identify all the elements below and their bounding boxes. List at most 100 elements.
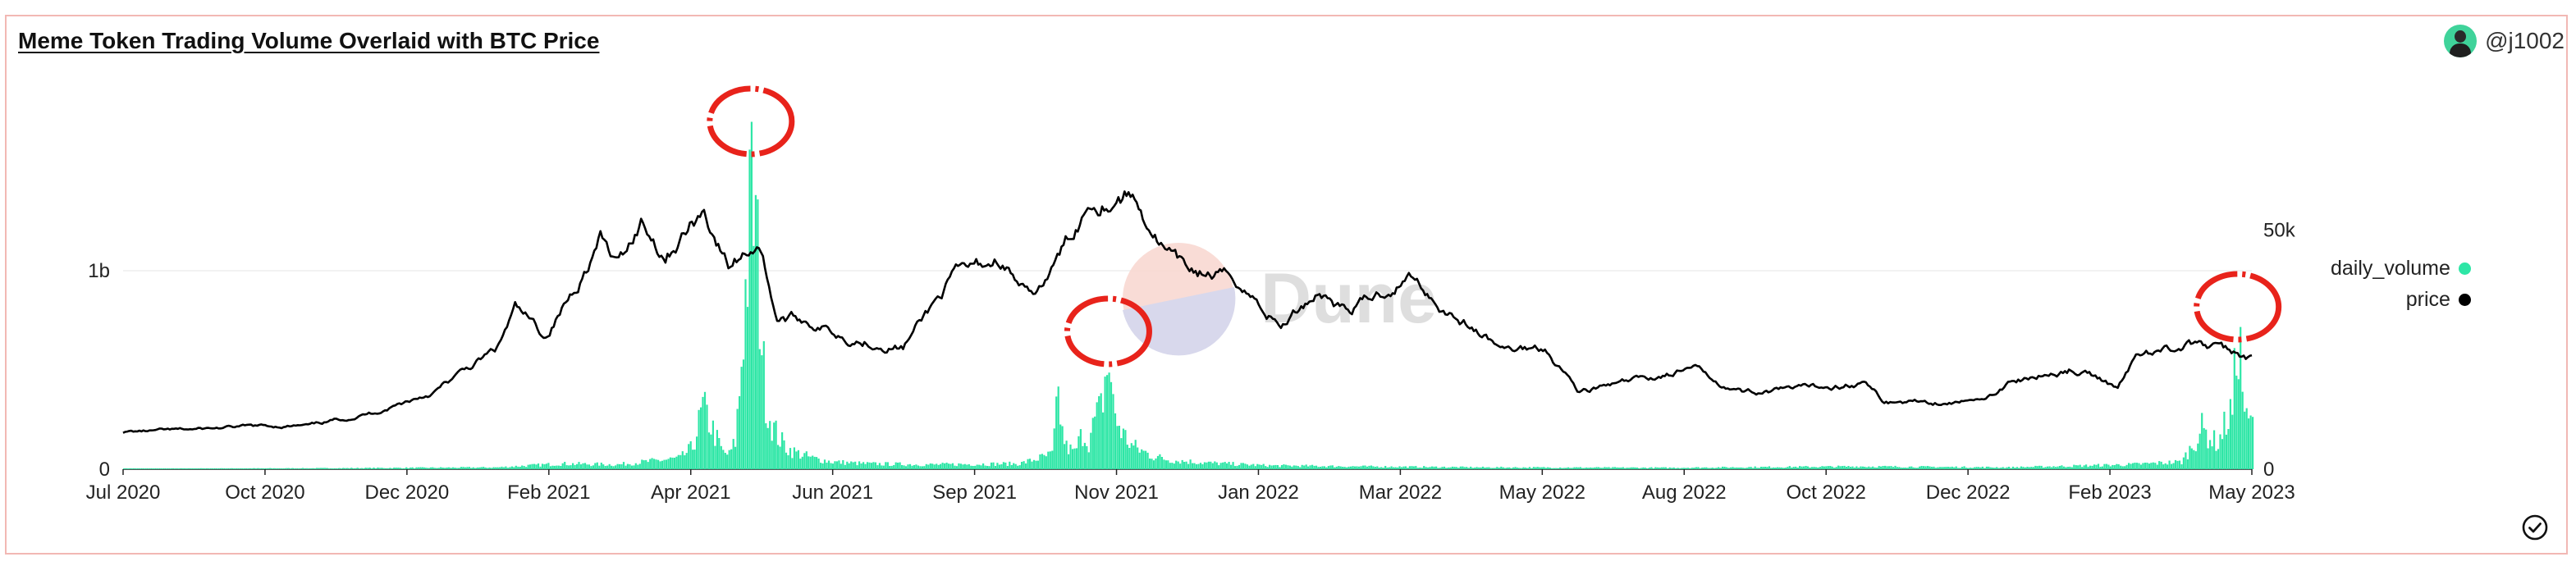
volume-bar: [915, 464, 917, 469]
highlight-circle: [1064, 295, 1152, 367]
volume-bar: [1697, 467, 1700, 469]
volume-bar: [1707, 468, 1709, 469]
volume-bar: [458, 468, 460, 469]
volume-bar: [1973, 467, 1976, 469]
legend-item-price[interactable]: price: [2331, 284, 2471, 315]
volume-bar: [645, 459, 647, 469]
volume-bar: [491, 468, 493, 469]
volume-bar: [184, 468, 186, 469]
volume-bar: [295, 468, 298, 469]
volume-bar: [1484, 467, 1486, 469]
chart-card: [5, 15, 2568, 555]
volume-bar: [1453, 467, 1456, 469]
volume-bar: [978, 464, 981, 469]
volume-bar: [553, 465, 556, 469]
author-badge[interactable]: @j1002: [2444, 25, 2565, 57]
volume-bar: [1865, 467, 1868, 469]
x-tick-label: Mar 2022: [1359, 482, 1442, 504]
volume-bar: [1185, 461, 1187, 469]
volume-bar: [259, 468, 261, 469]
volume-bar: [1159, 454, 1161, 469]
volume-bar: [2087, 466, 2089, 469]
volume-bar: [608, 463, 611, 469]
volume-bar: [2235, 375, 2238, 469]
volume-bar: [2244, 411, 2246, 469]
volume-bar: [1364, 465, 1366, 469]
volume-bar: [1164, 460, 1167, 469]
volume-bar: [1091, 418, 1094, 469]
volume-bar: [1496, 467, 1498, 469]
volume-bar: [1459, 466, 1462, 469]
volume-bar: [2156, 464, 2158, 469]
volume-bar: [1152, 460, 1155, 469]
volume-bar: [1218, 465, 1220, 469]
volume-bar: [598, 465, 601, 469]
volume-bar: [313, 468, 316, 469]
volume-bar: [1774, 468, 1777, 469]
volume-bar: [2054, 467, 2057, 469]
volume-bar: [1609, 468, 1612, 469]
volume-bar: [1981, 466, 1983, 469]
volume-bar: [287, 468, 290, 469]
volume-bar: [564, 462, 566, 469]
volume-bar: [724, 453, 726, 469]
volume-bar: [1868, 466, 1870, 469]
volume-bar: [2249, 415, 2252, 469]
volume-bar: [951, 463, 954, 469]
volume-bar: [1910, 466, 1913, 469]
volume-bar: [2248, 418, 2250, 469]
volume-bar: [1565, 468, 1567, 469]
dune-watermark-icon: [1123, 243, 1236, 356]
volume-bar: [391, 468, 393, 469]
volume-bar: [2180, 464, 2183, 469]
volume-bar: [2186, 459, 2189, 469]
volume-bar: [2229, 399, 2231, 469]
volume-bar: [1553, 468, 1555, 469]
volume-bar: [1142, 450, 1145, 469]
volume-bar: [2164, 463, 2166, 469]
volume-bar: [661, 460, 664, 469]
volume-bar: [149, 468, 152, 469]
volume-bar: [1715, 468, 1718, 469]
volume-bar: [1173, 463, 1175, 469]
volume-bar: [1640, 468, 1643, 469]
volume-bar: [472, 467, 474, 469]
volume-bar: [1846, 467, 1848, 469]
volume-bar: [962, 464, 964, 469]
volume-bar: [1752, 468, 1755, 469]
volume-bar: [541, 463, 544, 469]
legend-item-volume[interactable]: daily_volume: [2331, 253, 2471, 284]
volume-bar: [1575, 467, 1577, 469]
volume-bar: [1622, 467, 1624, 469]
volume-bar: [133, 468, 135, 469]
volume-bar: [1971, 468, 1974, 469]
chart-title[interactable]: Meme Token Trading Volume Overlaid with …: [18, 28, 600, 53]
volume-bar: [1265, 466, 1267, 469]
volume-bar: [1601, 468, 1604, 469]
volume-bar: [340, 468, 342, 469]
volume-bar: [1821, 466, 1823, 469]
volume-bar: [1672, 467, 1675, 469]
volume-bar: [172, 468, 174, 469]
volume-bar: [2117, 464, 2120, 469]
author-handle[interactable]: @j1002: [2485, 28, 2565, 53]
check-circle-icon[interactable]: [2521, 514, 2549, 541]
volume-bar: [758, 349, 761, 469]
volume-bar: [1187, 463, 1190, 469]
volume-bar: [2194, 451, 2197, 469]
volume-bar: [177, 468, 180, 469]
volume-bar: [2070, 467, 2073, 469]
volume-bar: [2158, 461, 2161, 469]
volume-bar: [1782, 468, 1785, 469]
volume-bar: [1059, 424, 1062, 469]
volume-bar: [1112, 394, 1114, 469]
volume-bar: [1557, 468, 1559, 469]
volume-bar: [539, 466, 542, 469]
avatar[interactable]: [2444, 25, 2478, 57]
volume-bar: [2142, 463, 2144, 469]
volume-bar: [1433, 466, 1435, 469]
volume-bar: [1919, 466, 1921, 469]
volume-bar: [1959, 468, 1961, 469]
volume-bar: [1321, 466, 1324, 469]
volume-bar: [2209, 440, 2212, 469]
